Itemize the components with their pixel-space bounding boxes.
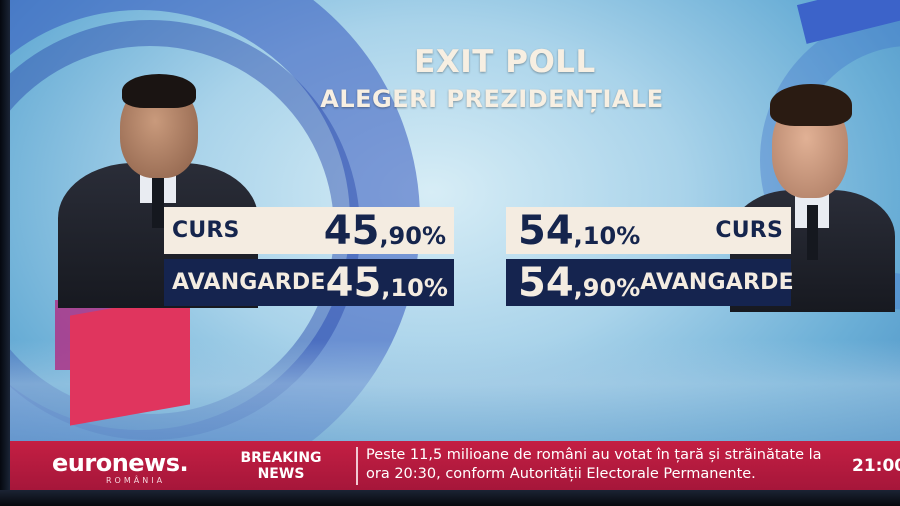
tv-bezel-left [0,0,10,506]
percentage-value: 54,10% [518,207,641,254]
clock: 21:00 [852,456,900,476]
pollster-label: CURS [172,218,240,243]
result-row-left-avangarde: AVANGARDE 45,10% [164,259,454,306]
percentage-value: 54,90% [518,259,641,306]
result-row-right-avangarde: 54,90% AVANGARDE [506,259,794,306]
percentage-value: 45,90% [323,207,446,254]
page-subtitle: ALEGERI PREZIDENȚIALE [320,85,664,113]
tv-bezel-bottom [0,490,900,506]
decor-pink-shape [70,294,190,426]
pollster-label: AVANGARDE [172,270,326,295]
result-row-left-curs: CURS 45,90% [164,207,454,254]
percentage-value: 45,10% [325,259,448,306]
pollster-label: CURS [715,218,783,243]
result-row-right-curs: 54,10% CURS [506,207,791,254]
breaking-news-label: BREAKING NEWS [240,450,322,482]
page-title: EXIT POLL [414,44,596,80]
euronews-logo: euronews. [52,449,189,477]
logo-subtitle: ROMÂNIA [106,476,166,485]
news-ticker: euronews. ROMÂNIA BREAKING NEWS Peste 11… [10,441,900,491]
ticker-headline: Peste 11,5 milioane de români au votat î… [366,447,822,482]
ticker-divider [356,447,358,485]
pollster-label: AVANGARDE [640,270,794,295]
